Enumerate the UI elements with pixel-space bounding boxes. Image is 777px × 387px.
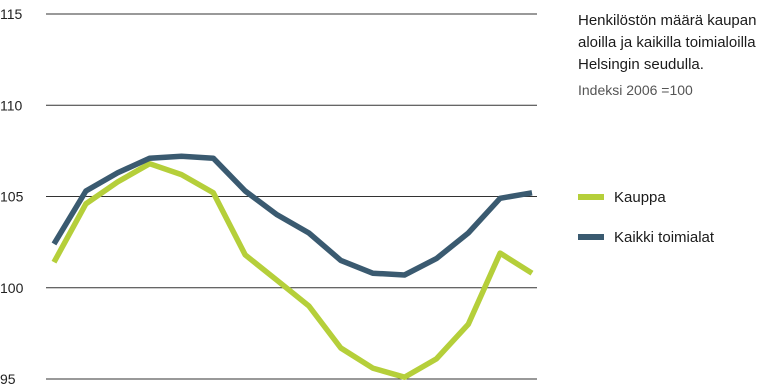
legend-item-kauppa: Kauppa	[578, 186, 773, 208]
y-tick-label: 105	[0, 189, 24, 205]
gridlines	[46, 13, 537, 380]
y-tick-label: 115	[0, 6, 23, 22]
y-axis-ticks: 115 110 105 100 95	[0, 6, 24, 387]
legend-swatch-kaikki-toimialat	[578, 234, 604, 240]
legend-swatch-kauppa	[578, 194, 604, 200]
legend-label-kaikki-toimialat: Kaikki toimialat	[614, 228, 715, 246]
series-lines	[51, 153, 534, 380]
chart-description: Henkilöstön määrä kaupan aloilla ja kaik…	[578, 10, 773, 100]
legend-label-kauppa: Kauppa	[614, 188, 666, 206]
y-tick-label: 100	[0, 280, 24, 296]
y-tick-label: 95	[0, 371, 16, 387]
series-line-kauppa	[51, 160, 534, 380]
series-line-kaikki-toimialat	[51, 153, 533, 278]
legend: Kauppa Kaikki toimialat	[578, 186, 773, 266]
chart-title: Henkilöstön määrä kaupan aloilla ja kaik…	[578, 12, 757, 73]
legend-item-kaikki-toimialat: Kaikki toimialat	[578, 226, 773, 248]
chart-subtitle: Indeksi 2006 =100	[578, 82, 693, 98]
y-tick-label: 110	[0, 97, 23, 113]
